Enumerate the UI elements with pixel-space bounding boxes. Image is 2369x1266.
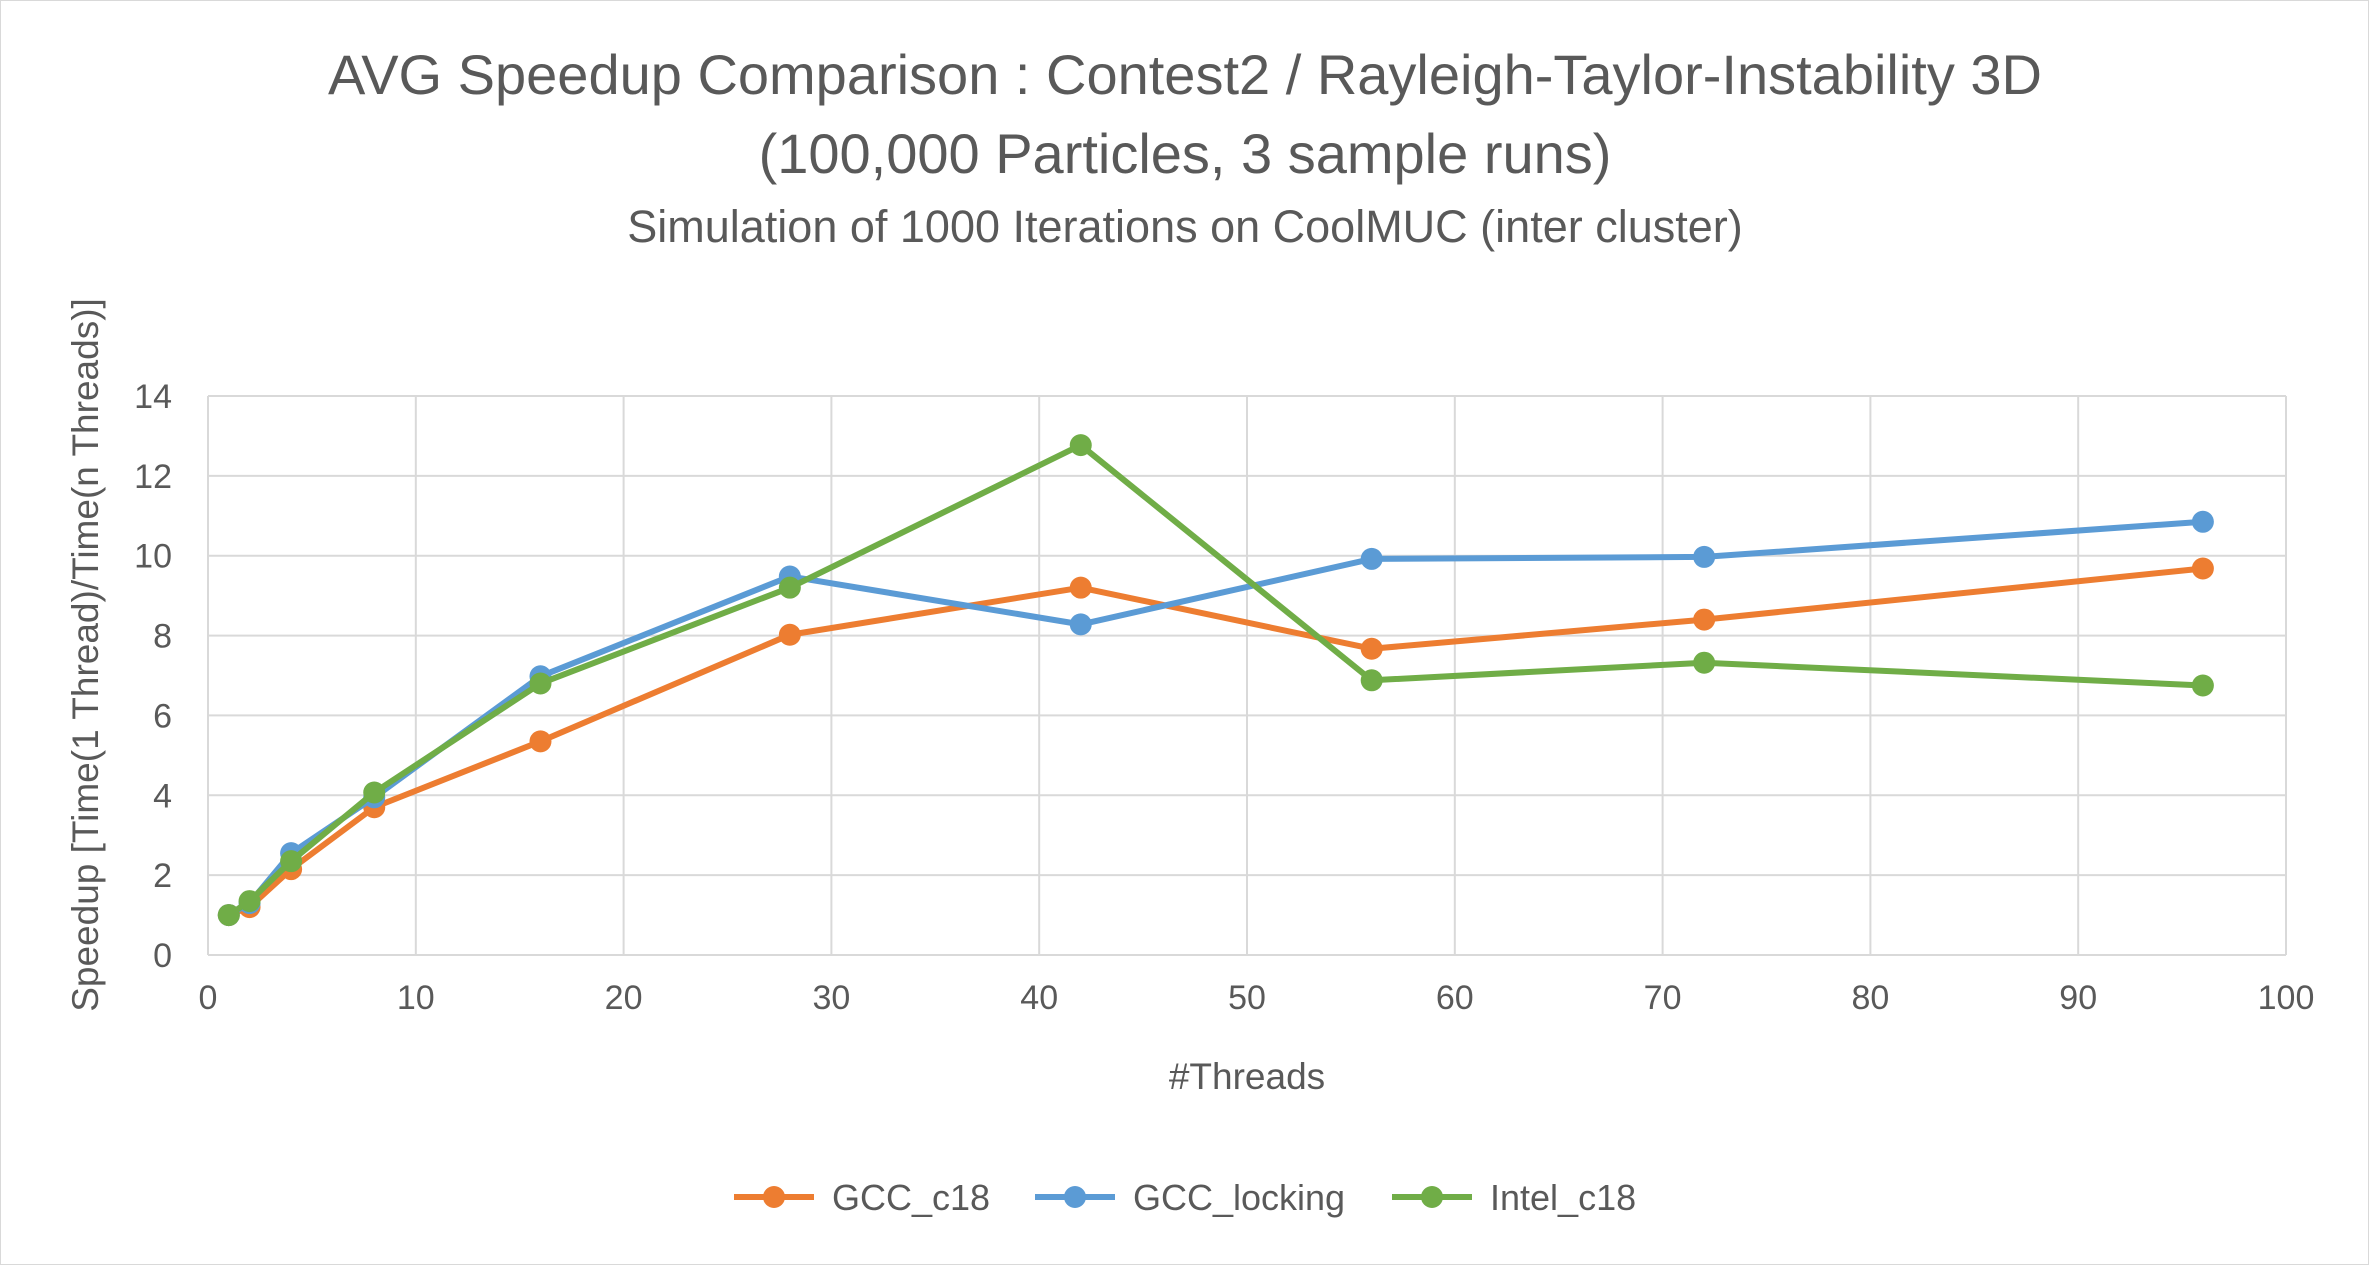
legend: GCC_c18 GCC_locking Intel_c18 — [734, 1177, 1636, 1218]
series-GCC_c18 — [217, 557, 2214, 927]
series-GCC_locking — [217, 510, 2214, 927]
data-point — [1069, 613, 1092, 636]
y-axis-title: Speedup [Time(1 Thread)/Time(n Threads)] — [65, 298, 106, 1012]
legend-swatch-marker — [763, 1186, 785, 1208]
data-point — [2191, 674, 2214, 697]
y-tick-label: 0 — [153, 937, 172, 975]
series-lines — [217, 434, 2214, 927]
data-point — [280, 850, 303, 873]
data-point — [363, 781, 386, 804]
x-tick-label: 0 — [199, 979, 218, 1017]
data-point — [1069, 576, 1092, 599]
series-line — [225, 518, 2206, 919]
x-tick-label: 90 — [2059, 979, 2097, 1017]
y-tick-label: 6 — [153, 697, 172, 735]
y-tick-label: 12 — [134, 458, 172, 496]
tick-labels: 0 10 20 30 40 50 60 70 80 90 100 0 2 4 6 8 10 12 14 — [134, 378, 2314, 1017]
legend-item-Intel_c18: Intel_c18 — [1392, 1177, 1636, 1218]
x-tick-label: 70 — [1644, 979, 1682, 1017]
data-point — [529, 730, 552, 753]
legend-swatch-marker — [1064, 1186, 1086, 1208]
y-tick-label: 2 — [153, 857, 172, 895]
data-point — [1693, 545, 1716, 568]
x-tick-label: 30 — [812, 979, 850, 1017]
x-tick-label: 80 — [1851, 979, 1889, 1017]
y-tick-label: 10 — [134, 538, 172, 576]
data-point — [1360, 669, 1383, 692]
legend-label: Intel_c18 — [1490, 1177, 1636, 1218]
data-point — [217, 904, 240, 927]
x-tick-label: 50 — [1228, 979, 1266, 1017]
chart-subtitle: Simulation of 1000 Iterations on CoolMUC… — [627, 201, 1743, 252]
data-point — [1360, 547, 1383, 570]
y-tick-label: 8 — [153, 618, 172, 656]
legend-item-GCC_c18: GCC_c18 — [734, 1177, 990, 1218]
legend-label: GCC_locking — [1133, 1177, 1345, 1218]
x-tick-label: 10 — [397, 979, 435, 1017]
data-point — [2191, 557, 2214, 580]
y-tick-label: 4 — [153, 777, 172, 815]
data-point — [1069, 434, 1092, 457]
chart-title: AVG Speedup Comparison : Contest2 / Rayl… — [328, 43, 2042, 106]
x-tick-label: 40 — [1020, 979, 1058, 1017]
series-Intel_c18 — [217, 434, 2214, 927]
legend-label: GCC_c18 — [832, 1177, 990, 1218]
x-tick-label: 60 — [1436, 979, 1474, 1017]
data-point — [529, 672, 552, 695]
y-tick-label: 14 — [134, 378, 172, 416]
series-line — [225, 565, 2206, 919]
legend-item-GCC_locking: GCC_locking — [1035, 1177, 1345, 1218]
chart-title-line2: (100,000 Particles, 3 sample runs) — [759, 122, 1612, 185]
data-point — [1693, 651, 1716, 674]
data-point — [1360, 637, 1383, 660]
x-tick-label: 20 — [605, 979, 643, 1017]
data-point — [1693, 608, 1716, 631]
series-line — [225, 442, 2206, 919]
data-point — [2191, 510, 2214, 533]
legend-swatch-marker — [1421, 1186, 1443, 1208]
x-tick-label: 100 — [2258, 979, 2315, 1017]
gridlines — [207, 395, 2287, 956]
x-axis-title: #Threads — [1169, 1056, 1325, 1097]
data-point — [778, 623, 801, 646]
data-point — [238, 890, 261, 913]
data-point — [778, 576, 801, 599]
